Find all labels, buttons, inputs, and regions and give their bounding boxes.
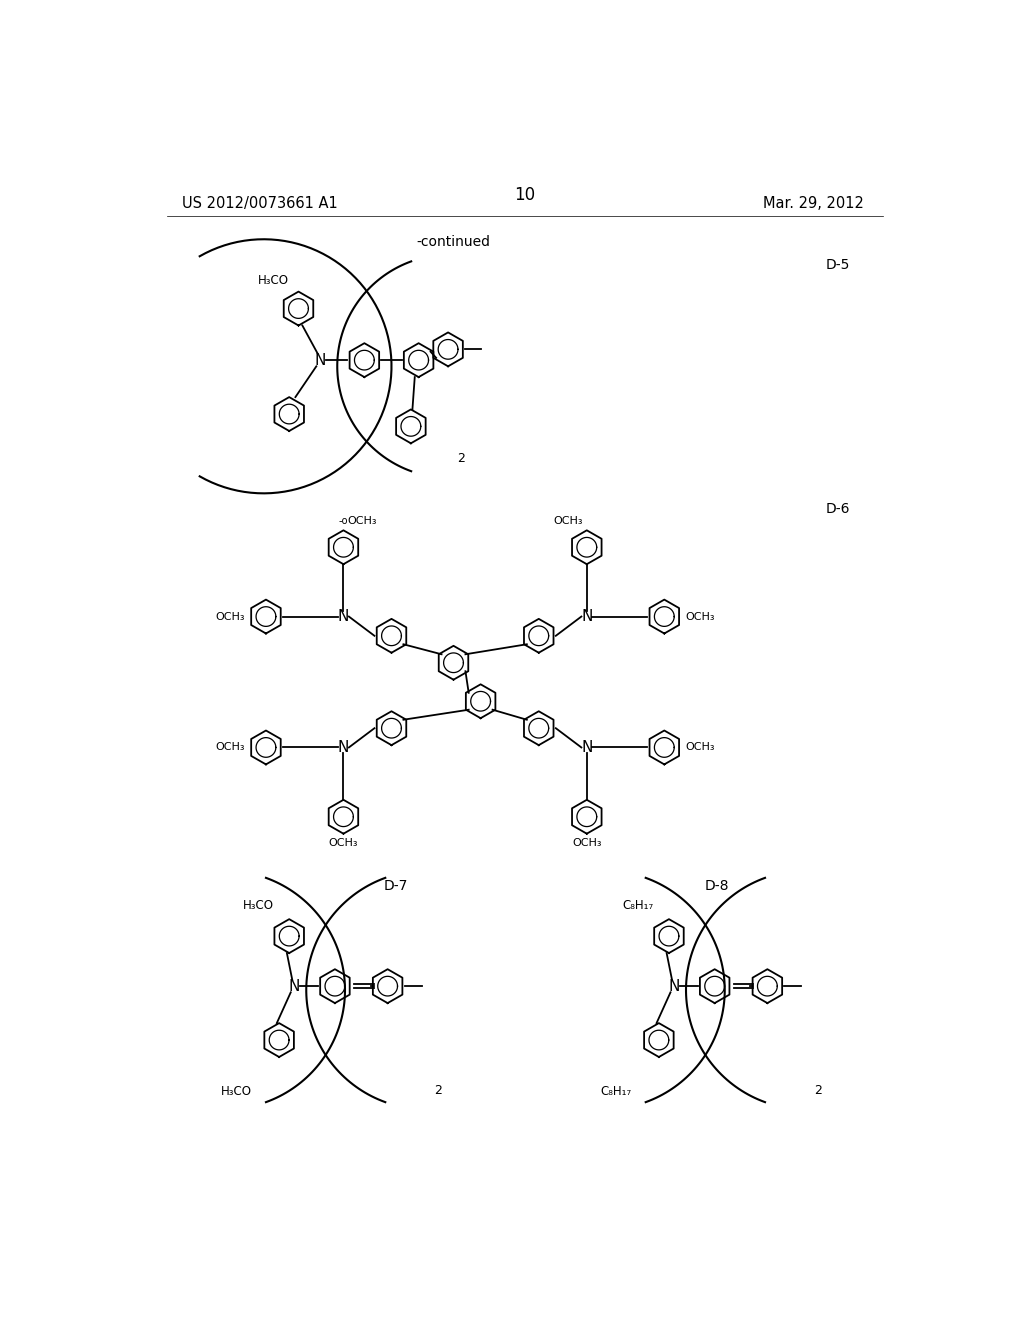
Text: 10: 10 xyxy=(514,186,536,205)
Text: OCH₃: OCH₃ xyxy=(347,516,377,527)
Text: H₃CO: H₃CO xyxy=(221,1085,252,1098)
Text: N: N xyxy=(289,978,300,994)
Text: D-5: D-5 xyxy=(825,257,850,272)
Text: N: N xyxy=(314,352,326,368)
Text: N: N xyxy=(581,609,593,624)
Text: 2: 2 xyxy=(814,1084,821,1097)
Text: C₈H₁₇: C₈H₁₇ xyxy=(601,1085,632,1098)
Text: US 2012/0073661 A1: US 2012/0073661 A1 xyxy=(182,195,338,211)
Text: OCH₃: OCH₃ xyxy=(329,838,358,847)
Text: 2: 2 xyxy=(458,453,465,465)
Text: N: N xyxy=(581,741,593,755)
Text: OCH₃: OCH₃ xyxy=(215,742,245,752)
Text: N: N xyxy=(669,978,680,994)
Text: 2: 2 xyxy=(434,1084,442,1097)
Text: OCH₃: OCH₃ xyxy=(685,611,715,622)
Text: -continued: -continued xyxy=(417,235,490,248)
Text: OCH₃: OCH₃ xyxy=(685,742,715,752)
Text: OCH₃: OCH₃ xyxy=(553,516,583,527)
Text: D-7: D-7 xyxy=(383,879,408,894)
Text: OCH₃: OCH₃ xyxy=(215,611,245,622)
Text: C₈H₁₇: C₈H₁₇ xyxy=(623,899,653,912)
Text: N: N xyxy=(338,741,349,755)
Text: -o: -o xyxy=(339,516,348,527)
Text: Mar. 29, 2012: Mar. 29, 2012 xyxy=(763,195,864,211)
Text: H₃CO: H₃CO xyxy=(243,899,273,912)
Text: N: N xyxy=(338,609,349,624)
Text: D-6: D-6 xyxy=(825,502,850,516)
Text: D-8: D-8 xyxy=(705,879,729,894)
Text: H₃CO: H₃CO xyxy=(258,273,289,286)
Text: OCH₃: OCH₃ xyxy=(572,838,601,847)
